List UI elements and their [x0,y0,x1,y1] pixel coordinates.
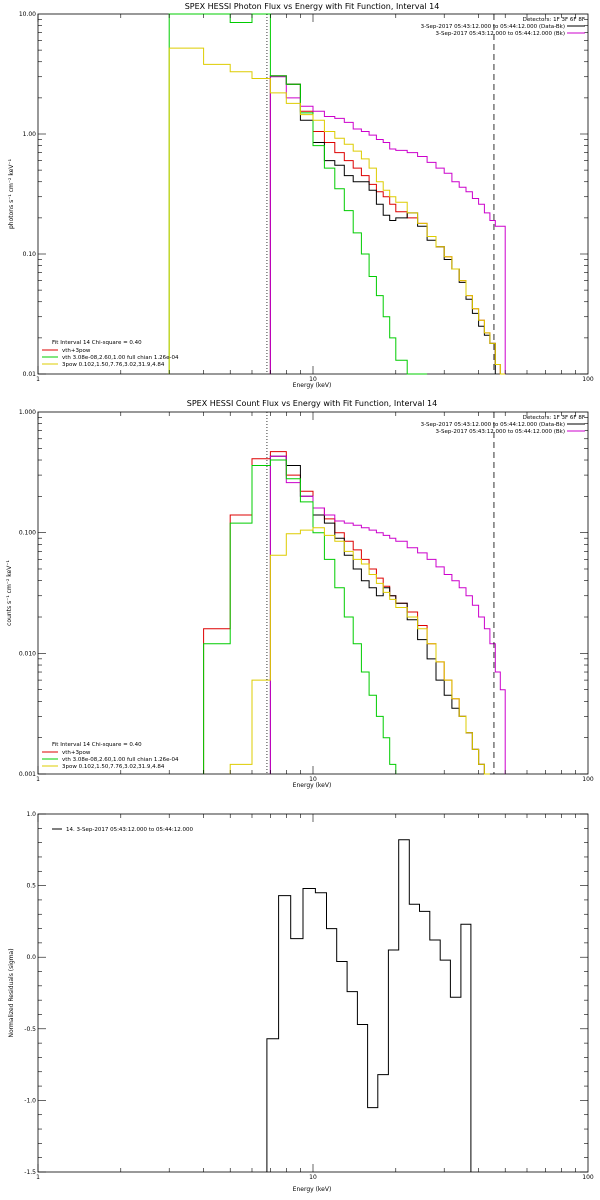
residuals-x-tick-label: 10 [309,1174,317,1181]
photon-x-tick-label: 1 [36,376,40,383]
photon-y-axis-label: photons s⁻¹ cm⁻² keV⁻¹ [8,158,15,229]
count-flux-panel: SPEX HESSI Count Flux vs Energy with Fit… [6,399,594,789]
residuals-x-tick-label: 1 [36,1174,40,1181]
photon-x-axis-label: Energy (keV) [293,382,332,389]
photon-total-legend: vth+3pow [62,348,91,354]
residuals-axis-ticks: 1 10 100 -1.5 -1.0 -0.5 0.0 0.5 1.0 [24,811,594,1181]
photon-series-bk [269,76,506,374]
count-x-tick-label: 100 [582,776,594,783]
photon-data-interval-label: 3-Sep-2017 05:43:12.000 to 05:44:12.000 … [421,24,565,30]
count-detectors-label: Detectors: 1F 3F 6F 8F [523,415,585,421]
count-pow-legend: 3pow 0.102,1.50,7.76,3.02,31.9,4.84 [62,764,165,770]
residuals-y-tick-label: -1.5 [24,1169,36,1176]
count-series-pow [229,527,490,775]
photon-fit-info: Fit Interval 14 Chi-square = 0.40 [52,340,142,346]
photon-bk-interval-label: 3-Sep-2017 05:43:12.000 to 05:44:12.000 … [436,31,566,37]
count-y-axis-label: counts s⁻¹ cm⁻² keV⁻¹ [6,560,13,626]
count-x-tick-label: 1 [36,776,40,783]
residuals-series-group [266,839,472,1172]
residuals-y-tick-label: -0.5 [24,1026,36,1033]
photon-series-pow [168,47,506,375]
count-bk-interval-label: 3-Sep-2017 05:43:12.000 to 05:44:12.000 … [436,429,566,435]
photon-series-group [168,13,506,375]
photon-detectors-label: Detectors: 1F 3F 6F 8F [523,17,585,23]
count-axis-ticks: 1 10 100 0.001 0.010 0.100 1.000 [19,409,594,783]
count-series-group [203,412,506,775]
count-y-tick-label: 0.100 [19,530,36,537]
photon-chart-title: SPEX HESSI Photon Flux vs Energy with Fi… [185,2,440,11]
residuals-x-tick-label: 100 [582,1174,594,1181]
residuals-legend: 14. 3-Sep-2017 05:43:12.000 to 05:44:12.… [66,827,193,833]
photon-y-tick-label: 10.00 [19,11,36,18]
residuals-y-axis-label: Normalized Residuals (sigma) [8,948,15,1037]
residuals-y-tick-label: 0.0 [26,954,36,961]
photon-y-tick-label: 0.10 [23,251,37,258]
count-series-total [203,451,490,775]
count-x-axis-label: Energy (keV) [293,782,332,789]
count-series-bk [269,455,506,774]
photon-y-tick-label: 1.00 [23,131,37,138]
photon-axis-ticks: 1 10 100 0.01 0.10 1.00 10.00 [19,11,594,383]
residuals-y-tick-label: -1.0 [24,1097,36,1104]
count-x-tick-label: 10 [309,776,317,783]
residuals-y-tick-label: 0.5 [26,883,36,890]
count-chart-title: SPEX HESSI Count Flux vs Energy with Fit… [187,399,438,408]
count-total-legend: vth+3pow [62,750,91,756]
residuals-y-tick-label: 1.0 [26,811,36,818]
photon-flux-panel: SPEX HESSI Photon Flux vs Energy with Fi… [8,2,594,389]
count-series-data [269,455,490,775]
photon-series-vth [168,13,428,375]
photon-y-tick-label: 0.01 [23,371,37,378]
photon-x-tick-label: 100 [582,376,594,383]
photon-series-data [269,75,496,374]
photon-x-tick-label: 10 [309,376,317,383]
count-y-tick-label: 1.000 [19,409,36,416]
count-y-tick-label: 0.010 [19,650,36,657]
count-data-interval-label: 3-Sep-2017 05:43:12.000 to 05:44:12.000 … [421,422,565,428]
residuals-x-axis-label: Energy (keV) [293,1186,332,1193]
count-vth-legend: vth 3.08e-08,2.60,1.00 full chian 1.26e-… [62,757,179,763]
count-y-tick-label: 0.001 [19,771,36,778]
photon-vth-legend: vth 3.08e-08,2.60,1.00 full chian 1.26e-… [62,355,179,361]
residuals-panel: 1 10 100 -1.5 -1.0 -0.5 0.0 0.5 1.0 Energy (keV)… [8,811,594,1193]
residuals-series-data [266,839,472,1172]
photon-pow-legend: 3pow 0.102,1.50,7.76,3.02,31.9,4.84 [62,362,165,368]
residuals-plot-frame [37,813,589,1173]
count-series-vth [203,459,397,774]
count-fit-info: Fit Interval 14 Chi-square = 0.40 [52,742,142,748]
